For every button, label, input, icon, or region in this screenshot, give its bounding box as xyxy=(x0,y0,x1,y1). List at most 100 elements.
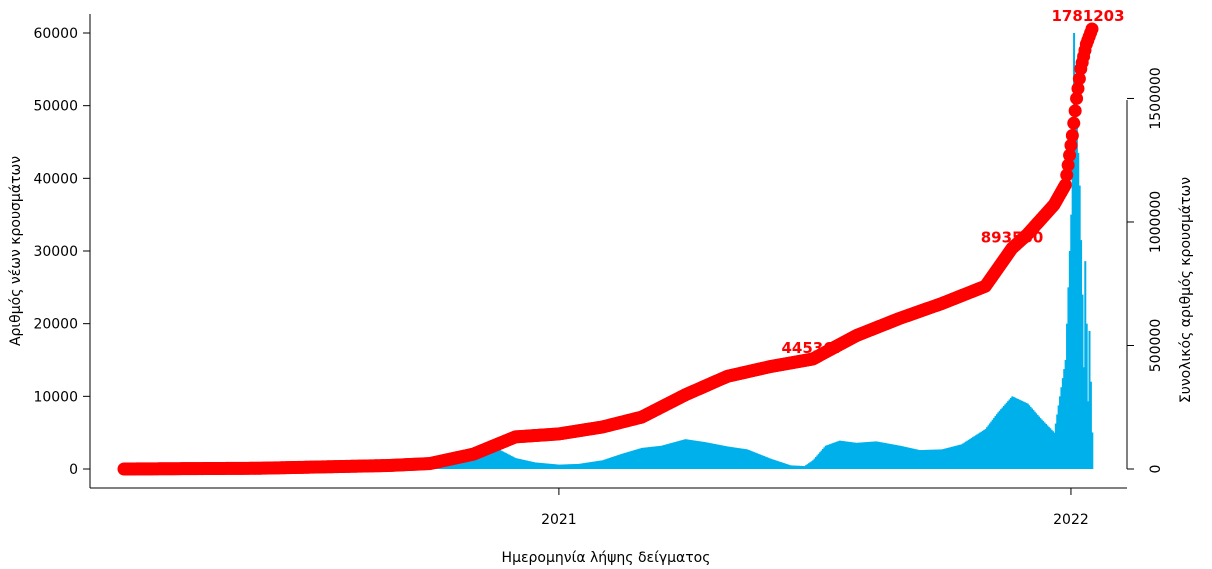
daily-case-bar xyxy=(775,460,778,469)
daily-case-bar xyxy=(907,447,910,469)
daily-case-bar xyxy=(650,446,653,469)
daily-case-bar xyxy=(817,453,820,469)
daily-case-bar xyxy=(624,452,627,469)
daily-case-bar xyxy=(970,438,973,469)
daily-case-bar xyxy=(527,460,530,469)
daily-case-bar xyxy=(701,441,704,469)
daily-case-bar xyxy=(781,462,784,469)
daily-case-bar xyxy=(681,439,684,469)
daily-case-bar xyxy=(566,464,569,469)
daily-case-bar xyxy=(758,454,761,469)
daily-case-bar xyxy=(812,460,815,469)
left-y-tick-label: 20000 xyxy=(33,317,78,333)
daily-case-bar xyxy=(694,440,697,469)
daily-case-bar xyxy=(516,458,519,469)
daily-case-bar xyxy=(1011,396,1014,469)
daily-case-bar xyxy=(486,443,489,469)
daily-case-bar xyxy=(677,441,680,469)
daily-case-bar xyxy=(869,441,872,469)
daily-case-bar xyxy=(514,458,517,469)
daily-case-bar xyxy=(1035,413,1038,469)
daily-case-bar xyxy=(577,463,580,469)
daily-case-bar xyxy=(517,458,520,469)
daily-case-bar xyxy=(702,441,705,469)
daily-case-bar xyxy=(645,447,648,469)
daily-case-bar xyxy=(826,445,829,469)
cumulative-point xyxy=(1072,72,1086,86)
daily-case-bar xyxy=(1066,323,1069,469)
daily-case-bar xyxy=(565,464,568,469)
daily-case-bar xyxy=(657,446,660,469)
daily-case-bar xyxy=(878,441,881,469)
daily-case-bar xyxy=(572,464,575,469)
daily-case-bar xyxy=(864,442,867,469)
daily-case-bar xyxy=(669,443,672,469)
daily-case-bar xyxy=(576,463,579,469)
daily-case-bar xyxy=(676,441,679,469)
daily-case-bar xyxy=(841,441,844,469)
daily-case-bar xyxy=(782,463,785,469)
daily-case-bar xyxy=(570,464,573,469)
daily-case-bar xyxy=(972,437,975,469)
daily-case-bar xyxy=(1064,360,1067,469)
daily-case-bar xyxy=(538,462,541,469)
daily-case-bar xyxy=(629,451,632,469)
daily-case-bar xyxy=(1019,400,1022,469)
daily-case-bar xyxy=(729,446,732,469)
daily-case-bar xyxy=(911,448,914,469)
daily-case-bar xyxy=(943,448,946,469)
daily-case-bar xyxy=(1007,401,1010,469)
daily-case-bar xyxy=(959,444,962,469)
daily-case-bar xyxy=(708,442,711,469)
daily-case-bar xyxy=(485,442,488,469)
daily-case-bar xyxy=(865,442,868,469)
daily-case-bar xyxy=(994,416,997,469)
daily-case-bar xyxy=(656,446,659,469)
daily-case-bar xyxy=(500,450,503,469)
daily-case-bar xyxy=(813,458,816,469)
daily-case-bar xyxy=(748,450,751,469)
daily-case-bar xyxy=(558,464,561,469)
daily-case-bar xyxy=(1052,431,1055,469)
daily-case-bar xyxy=(740,448,743,469)
daily-case-bar xyxy=(601,460,604,469)
daily-case-bar xyxy=(844,441,847,469)
daily-case-bar xyxy=(673,442,676,469)
daily-case-bar xyxy=(765,457,768,469)
daily-case-bar xyxy=(890,444,893,469)
daily-case-bar xyxy=(990,421,993,469)
daily-case-bar xyxy=(744,449,747,469)
daily-case-bar xyxy=(1087,401,1090,469)
cumulative-annotations: 445367 893550 1781203 xyxy=(782,7,1125,357)
daily-case-bar xyxy=(632,450,635,469)
daily-case-bar xyxy=(631,450,634,469)
daily-case-bar xyxy=(945,448,948,469)
right-y-tick-label: 1500000 xyxy=(1148,67,1164,129)
daily-case-bar xyxy=(842,441,845,469)
left-y-tick-label: 0 xyxy=(69,462,78,478)
x-tick-label: 2022 xyxy=(1053,512,1089,528)
daily-case-bar xyxy=(1046,425,1049,469)
daily-case-bar xyxy=(626,452,629,469)
daily-case-bar xyxy=(879,442,882,469)
daily-case-bar xyxy=(719,445,722,469)
daily-case-bar xyxy=(858,442,861,469)
daily-case-bar xyxy=(823,447,826,469)
daily-case-bar xyxy=(949,447,952,469)
daily-case-bar xyxy=(984,429,987,469)
daily-case-bar xyxy=(610,457,613,469)
daily-case-bar xyxy=(850,442,853,469)
daily-case-bar xyxy=(889,443,892,469)
daily-case-bar xyxy=(1022,401,1025,469)
daily-case-bar xyxy=(824,445,827,469)
daily-case-bar xyxy=(960,444,963,469)
daily-case-bar xyxy=(713,444,716,469)
daily-case-bar xyxy=(965,441,968,469)
daily-case-bar xyxy=(596,461,599,469)
daily-case-bar xyxy=(518,459,521,469)
daily-case-bar xyxy=(1082,367,1085,469)
daily-case-bar xyxy=(618,454,621,469)
daily-case-bar xyxy=(920,450,923,469)
daily-case-bar xyxy=(751,451,754,469)
